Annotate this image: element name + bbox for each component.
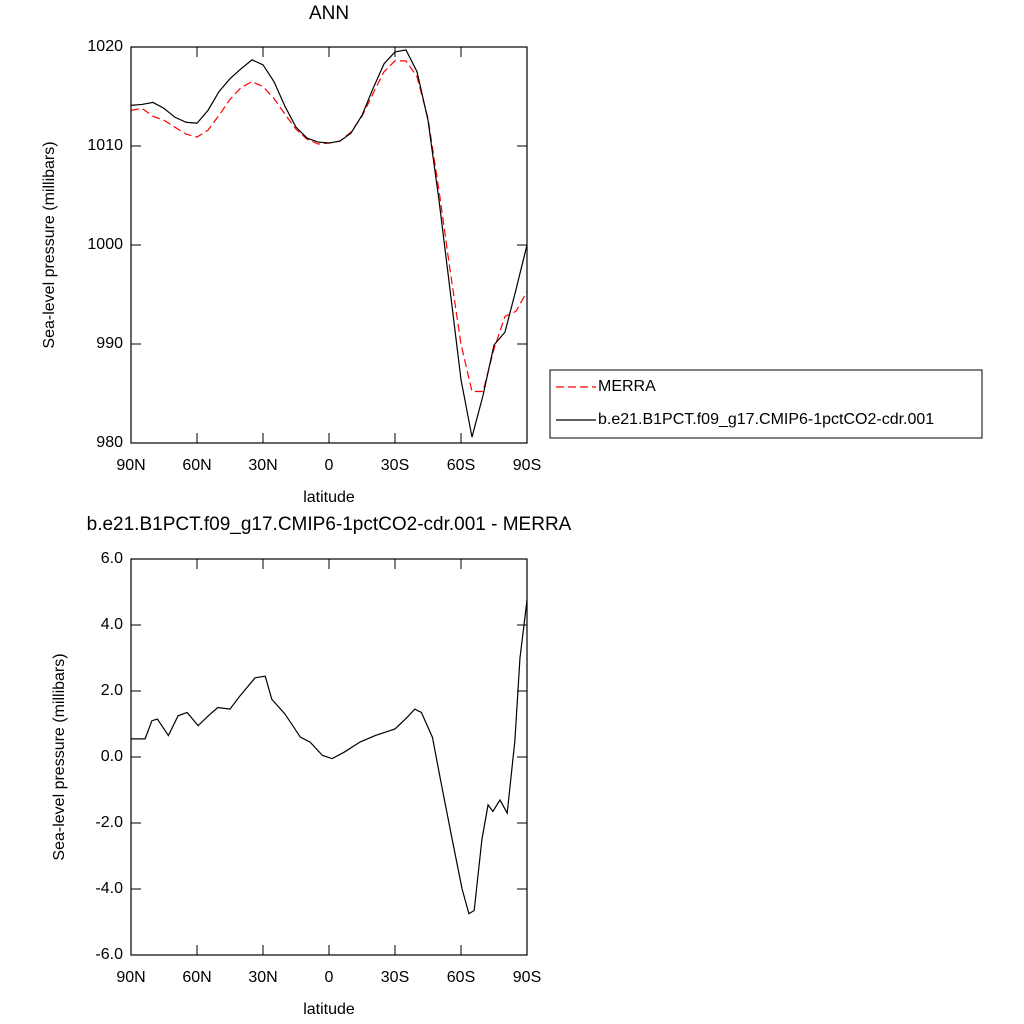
y-tick-label: 1000 xyxy=(87,236,123,253)
y-tick-label: 6.0 xyxy=(101,550,123,567)
x-axis-label: latitude xyxy=(303,489,355,506)
y-tick-label: 4.0 xyxy=(101,616,123,633)
x-tick-label: 30N xyxy=(248,969,277,986)
data-line xyxy=(130,49,528,438)
x-tick-label: 90S xyxy=(513,969,541,986)
y-tick-label: -4.0 xyxy=(95,880,123,897)
legend-label: b.e21.B1PCT.f09_g17.CMIP6-1pctCO2-cdr.00… xyxy=(598,411,934,428)
y-axis-label: Sea-level pressure (millibars) xyxy=(51,653,68,860)
y-tick-label: 0.0 xyxy=(101,748,123,765)
x-tick-label: 90N xyxy=(116,457,145,474)
x-tick-label: 90N xyxy=(116,969,145,986)
chart-title: b.e21.B1PCT.f09_g17.CMIP6-1pctCO2-cdr.00… xyxy=(87,514,572,535)
x-tick-label: 60S xyxy=(447,969,475,986)
legend-label: MERRA xyxy=(598,378,656,395)
x-tick-label: 60N xyxy=(182,969,211,986)
chart-title: ANN xyxy=(309,3,349,24)
x-tick-label: 60S xyxy=(447,457,475,474)
y-tick-label: 1010 xyxy=(87,137,123,154)
y-tick-label: -6.0 xyxy=(95,946,123,963)
data-line xyxy=(131,600,528,915)
data-line xyxy=(130,60,528,393)
y-tick-label: 1020 xyxy=(87,38,123,55)
x-tick-label: 0 xyxy=(325,969,334,986)
x-tick-label: 90S xyxy=(513,457,541,474)
x-tick-label: 0 xyxy=(325,457,334,474)
plot-frame xyxy=(130,46,528,444)
x-tick-label: 30S xyxy=(381,969,409,986)
y-tick-label: 2.0 xyxy=(101,682,123,699)
y-tick-label: -2.0 xyxy=(95,814,123,831)
plot-frame xyxy=(130,558,528,956)
x-axis-label: latitude xyxy=(303,1001,355,1018)
y-tick-label: 990 xyxy=(96,335,123,352)
x-tick-label: 30N xyxy=(248,457,277,474)
x-tick-label: 60N xyxy=(182,457,211,474)
y-axis-label: Sea-level pressure (millibars) xyxy=(41,141,58,348)
x-tick-label: 30S xyxy=(381,457,409,474)
legend-box xyxy=(549,369,983,439)
y-tick-label: 980 xyxy=(96,434,123,451)
